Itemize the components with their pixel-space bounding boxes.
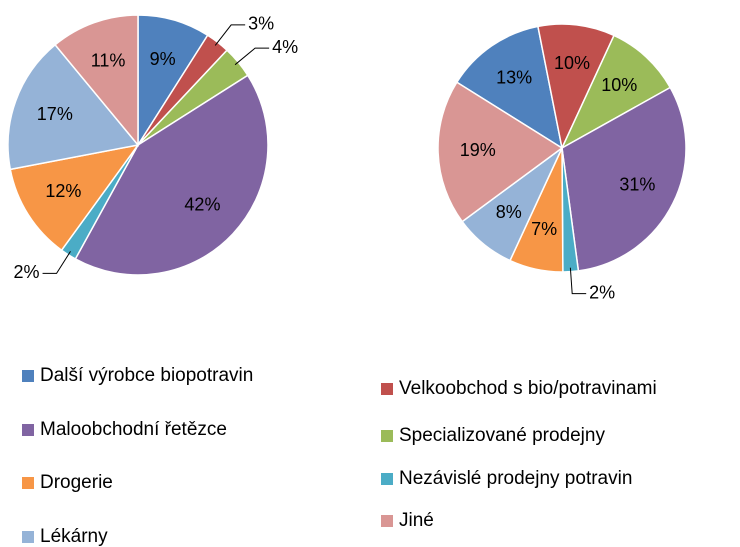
data-label: 42% [184, 194, 220, 214]
pie-slice [561, 86, 687, 272]
legend-label: Velkoobchod s bio/potravinami [399, 378, 657, 399]
data-label: 2% [14, 262, 40, 282]
leader-line [234, 47, 270, 66]
pie-slice [455, 25, 564, 150]
legend-swatch [381, 515, 393, 527]
data-label: 4% [272, 37, 298, 57]
legend-label: Další výrobce biopotravin [40, 365, 253, 386]
legend-swatch [22, 424, 34, 436]
data-label: 19% [460, 140, 496, 160]
legend-label: Specializované prodejny [399, 425, 605, 446]
data-label: 3% [248, 14, 274, 34]
data-label: 2% [589, 282, 615, 302]
data-label: 7% [531, 219, 557, 239]
legend-label: Jiné [399, 510, 434, 531]
legend-swatch [22, 531, 34, 543]
data-label: 11% [91, 51, 126, 71]
data-label: 10% [554, 53, 590, 73]
legend-swatch [381, 430, 393, 442]
data-label: 17% [37, 104, 73, 124]
pie-slice [9, 143, 140, 252]
leader-line [214, 24, 246, 46]
pie-slice [437, 81, 564, 223]
pie-slice [537, 23, 616, 151]
data-label: 31% [619, 175, 655, 195]
pie-slice [7, 43, 140, 171]
legend-swatch [381, 383, 393, 395]
leader-line [569, 267, 587, 295]
data-label: 8% [496, 202, 522, 222]
data-label: 13% [496, 67, 532, 87]
legend-swatch [22, 370, 34, 382]
leader-line [42, 251, 71, 274]
pie-slice [74, 74, 269, 276]
legend-label: Lékárny [40, 526, 108, 547]
legend-label: Maloobchodní řetězce [40, 419, 227, 440]
data-label: 12% [45, 181, 81, 201]
data-label: 9% [150, 49, 176, 69]
pie-slice [54, 14, 139, 148]
legend-label: Drogerie [40, 472, 113, 493]
legend-label: Nezávislé prodejny potravin [399, 468, 632, 489]
pie-slice [560, 34, 672, 150]
legend-swatch [381, 473, 393, 485]
legend-swatch [22, 477, 34, 489]
data-label: 10% [601, 75, 637, 95]
